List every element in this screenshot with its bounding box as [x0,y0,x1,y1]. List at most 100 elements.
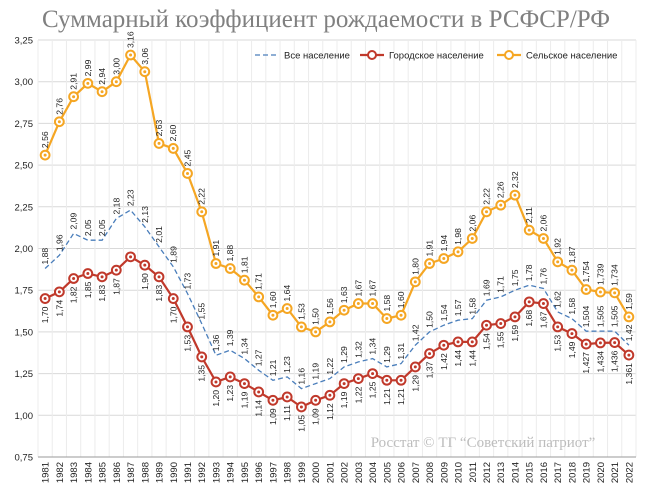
data-point-center [570,332,574,336]
data-label: 1,69 [482,279,492,296]
data-point-center [143,70,147,74]
data-label: 1,92 [553,238,563,255]
data-label: 1,54 [482,333,492,350]
data-point-center [271,313,275,317]
x-tick-label: 2001 [325,462,336,483]
data-point-center [214,380,218,384]
data-label: 1,19 [339,391,349,408]
data-label: 1,60 [396,291,406,308]
y-tick-label: 0,75 [15,453,34,464]
data-point-center [157,275,161,279]
x-tick-label: 2018 [567,462,578,483]
data-point-center [43,153,47,157]
data-label: 1,55 [496,331,506,348]
data-point-center [228,375,232,379]
data-point-center [627,353,631,357]
data-label: 2,05 [97,219,107,236]
data-label: 1,434 [595,351,605,373]
legend-label: Все население [284,51,350,62]
data-point-center [428,352,432,356]
data-label: 1,73 [183,273,193,290]
data-label: 1,50 [311,308,321,325]
data-label: 1,49 [567,341,577,358]
x-tick-label: 2006 [397,462,408,483]
y-tick-label: 2,00 [15,244,34,255]
data-point-center [86,272,90,276]
source-note: Росстат © ТГ “Советский патриот” [371,435,596,451]
data-label: 1,56 [325,298,335,315]
data-label: 1,31 [396,343,406,360]
data-label: 2,56 [40,131,50,148]
x-tick-label: 2005 [382,462,393,483]
data-point-center [527,228,531,232]
data-point-center [228,267,232,271]
data-label: 1,734 [610,264,620,286]
x-tick-label: 2020 [596,462,607,483]
data-label: 2,99 [83,59,93,76]
data-point-center [470,340,474,344]
data-point-center [72,277,76,281]
x-tick-label: 2019 [582,462,593,483]
data-point-center [556,325,560,329]
data-label: 2,76 [54,98,64,115]
data-point-center [100,275,104,279]
data-label: 1,19 [311,363,321,380]
x-tick-label: 1999 [297,462,308,483]
data-point-center [328,320,332,324]
data-point-center [57,290,61,294]
data-point-center [356,302,360,306]
data-label: 1,87 [111,278,121,295]
data-label: 1,42 [624,324,634,341]
data-point-center [242,278,246,282]
x-axis: 1981 1982 1983 1984 1985 1986 1987 1988 1989 1990… [38,456,636,483]
data-point-center [171,146,175,150]
data-point-center [257,295,261,299]
x-tick-label: 1997 [268,462,279,483]
data-label: 2,01 [154,226,164,243]
x-tick-label: 1989 [155,462,166,483]
x-tick-label: 1981 [41,462,52,483]
data-label: 1,11 [282,405,292,421]
data-label: 1,14 [254,400,264,417]
data-label: 1,58 [382,295,392,312]
x-tick-label: 2009 [439,462,450,483]
data-label: 1,71 [496,276,506,293]
data-label: 1,436 [610,350,620,372]
data-label: 1,32 [353,341,363,358]
data-point-center [556,260,560,264]
data-label: 1,82 [69,286,79,303]
gridlines [37,39,637,458]
data-label: 2,13 [140,206,150,223]
data-label: 1,83 [97,285,107,302]
data-point-center [356,377,360,381]
x-tick-label: 2013 [496,462,507,483]
data-label: 1,12 [325,403,335,420]
y-tick-label: 2,50 [15,161,34,172]
data-label: 1,21 [396,388,406,405]
data-point-center [328,393,332,397]
data-point-center [186,325,189,329]
data-label: 1,25 [368,381,378,398]
data-point-center [86,81,90,85]
data-point-center [100,90,104,94]
data-label: 2,23 [126,189,136,206]
data-point-center [442,343,446,347]
data-point-center [442,257,446,261]
x-tick-label: 2022 [624,462,635,483]
data-label: 1,505 [610,305,620,327]
data-label: 1,53 [296,303,306,320]
data-label: 1,504 [581,306,591,328]
data-label: 2,60 [168,124,178,141]
y-tick-label: 1,75 [15,286,34,297]
data-label: 2,06 [538,215,548,232]
x-tick-label: 1992 [197,462,208,483]
data-label: 1,42 [410,324,420,341]
y-tick-label: 3,00 [15,77,34,88]
data-point-center [499,203,503,207]
data-label: 2,18 [111,198,121,215]
data-label: 1,85 [83,281,93,298]
data-point-center [499,322,503,326]
data-label: 1,98 [453,228,463,245]
data-label: 1,53 [553,335,563,352]
data-label: 1,42 [439,353,449,370]
